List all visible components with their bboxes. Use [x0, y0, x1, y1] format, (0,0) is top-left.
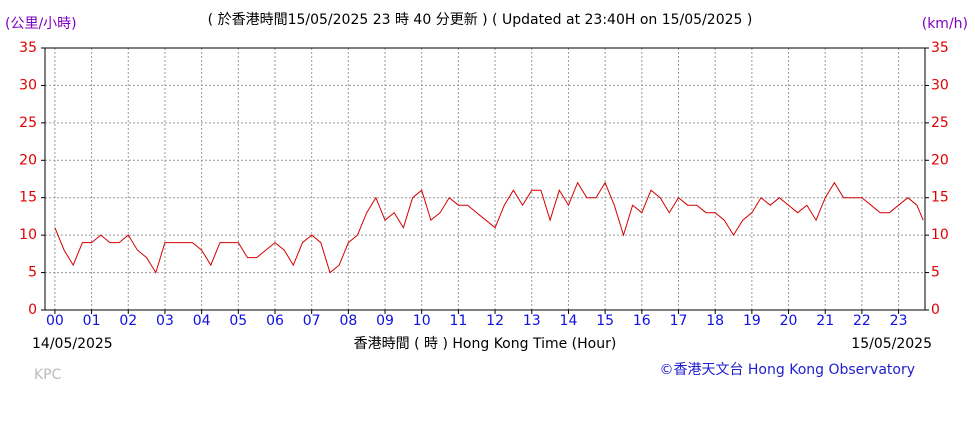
plot-frame: [44, 47, 926, 311]
x-tick-label: 04: [193, 313, 211, 329]
x-tick-label: 10: [413, 313, 431, 329]
x-tick-label: 00: [46, 313, 64, 329]
x-tick-label: 06: [266, 313, 284, 329]
x-tick-label: 17: [670, 313, 688, 329]
y-tick-label: 30: [19, 77, 37, 93]
end-date: 15/05/2025: [851, 336, 932, 352]
start-date: 14/05/2025: [32, 336, 113, 352]
y2-tick-label: 0: [931, 302, 940, 318]
y-unit-right: (km/h): [922, 16, 968, 32]
x-tick-label: 22: [853, 313, 871, 329]
x-tick-label: 18: [706, 313, 724, 329]
y2-tick-label: 30: [931, 77, 949, 93]
data-line: [54, 181, 924, 274]
x-tick-label: 20: [780, 313, 798, 329]
y2-tick-label: 5: [931, 265, 940, 281]
y2-tick-label: 20: [931, 152, 949, 168]
y2-tick-label: 15: [931, 190, 949, 206]
x-tick-label: 03: [156, 313, 174, 329]
x-tick-label: 15: [596, 313, 614, 329]
y-tick-label: 10: [19, 227, 37, 243]
x-tick-label: 14: [560, 313, 578, 329]
y-tick-label: 5: [28, 265, 37, 281]
x-tick-label: 12: [486, 313, 504, 329]
y2-tick-label: 25: [931, 115, 949, 131]
x-tick-label: 21: [816, 313, 834, 329]
y-tick-label: 35: [19, 40, 37, 56]
y-unit-left: (公里/小時): [5, 16, 77, 32]
y-tick-label: 0: [28, 302, 37, 318]
x-tick-label: 11: [449, 313, 467, 329]
y-tick-label: 15: [19, 190, 37, 206]
y-tick-label: 20: [19, 152, 37, 168]
x-tick-label: 07: [303, 313, 321, 329]
chart-title: ( 於香港時間15/05/2025 23 時 40 分更新 ) ( Update…: [208, 12, 753, 28]
y2-tick-label: 35: [931, 40, 949, 56]
x-tick-label: 09: [376, 313, 394, 329]
x-tick-label: 13: [523, 313, 541, 329]
y2-tick-label: 10: [931, 227, 949, 243]
station: KPC: [34, 367, 62, 383]
y-tick-label: 25: [19, 115, 37, 131]
x-tick-label: 02: [119, 313, 137, 329]
x-tick-label: 01: [83, 313, 101, 329]
x-tick-label: 05: [229, 313, 247, 329]
x-tick-label: 19: [743, 313, 761, 329]
x-tick-label: 23: [890, 313, 908, 329]
credit: ©香港天文台 Hong Kong Observatory: [659, 362, 915, 378]
x-tick-label: 16: [633, 313, 651, 329]
x-axis-label: 香港時間 ( 時 ) Hong Kong Time (Hour): [354, 336, 617, 352]
x-tick-label: 08: [339, 313, 357, 329]
